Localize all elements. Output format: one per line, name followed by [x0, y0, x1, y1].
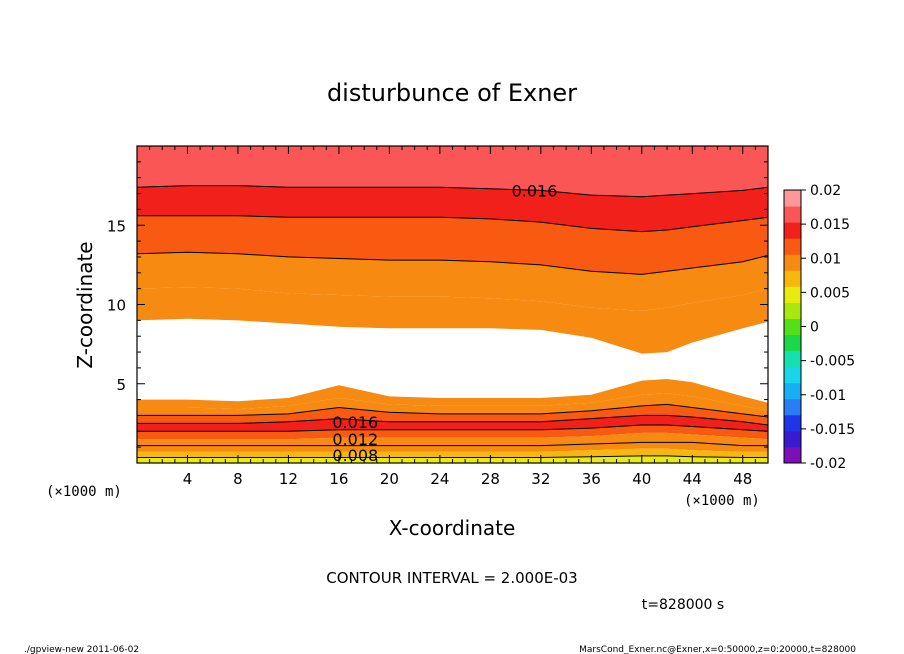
- colorbar-swatch-5: [784, 366, 801, 384]
- colorbar-tick-label-1: 0.015: [810, 217, 850, 233]
- contour-label-0: 0.016: [512, 181, 558, 200]
- contour-label-3: 0.008: [332, 446, 378, 465]
- upper-band-0: [137, 146, 768, 197]
- contour-line-6: [137, 441, 768, 447]
- contour-label-2: 0.012: [332, 430, 378, 449]
- colorbar-swatch-2: [784, 414, 801, 432]
- upper-band-3: [137, 252, 768, 311]
- lower-band-2: [137, 404, 768, 425]
- colorbar-swatch-9: [784, 302, 801, 319]
- x-tick-label-8: 8: [233, 470, 243, 488]
- footer-left: ./gpview-new 2011-06-02: [24, 645, 139, 654]
- colorbar-tick-label-7: -0.015: [810, 422, 855, 438]
- colorbar-swatch-12: [784, 254, 801, 271]
- chart-title: disturbunce of Exner: [327, 79, 577, 107]
- y-axis-label: Z-coordinate: [73, 241, 97, 368]
- colorbar-swatch-14: [784, 222, 801, 239]
- footer-right: MarsCond_Exner.nc@Exner,x=0:50000,z=0:20…: [579, 645, 856, 654]
- x-tick-label-4: 4: [183, 470, 193, 488]
- x-tick-label-24: 24: [430, 470, 449, 488]
- x-tick-label-36: 36: [582, 470, 601, 488]
- upper-band-2: [137, 215, 768, 275]
- colorbar-swatch-15: [784, 206, 801, 223]
- colorbar-swatch-6: [784, 350, 801, 368]
- x-tick-label-44: 44: [683, 470, 702, 488]
- x-unit-left: (×1000 m): [46, 484, 122, 500]
- x-tick-label-12: 12: [279, 470, 298, 488]
- colorbar-tick-label-3: 0.005: [810, 285, 850, 301]
- x-tick-label-40: 40: [632, 470, 651, 488]
- lower-band-5: [137, 432, 768, 446]
- colorbar-swatch-4: [784, 382, 801, 400]
- lower-band-6: [137, 442, 768, 452]
- x-tick-label-28: 28: [481, 470, 500, 488]
- lower-band-3: [137, 415, 768, 432]
- colorbar-swatch-8: [784, 318, 801, 336]
- contour-line-5: [137, 424, 768, 432]
- x-unit-right: (×1000 m): [684, 493, 760, 509]
- contour-interval-label: CONTOUR INTERVAL = 2.000E-03: [326, 569, 577, 587]
- colorbar-swatch-10: [784, 286, 801, 303]
- colorbar-tick-label-5: -0.005: [810, 354, 855, 370]
- contour-line-4: [137, 414, 768, 426]
- colorbar-swatch-16: [784, 190, 801, 207]
- y-tick-label-15: 15: [107, 217, 126, 235]
- colorbar-tick-label-4: 0: [810, 320, 819, 336]
- x-tick-label-48: 48: [733, 470, 752, 488]
- y-tick-label-5: 5: [116, 376, 126, 394]
- x-tick-label-20: 20: [380, 470, 399, 488]
- lower-band-7: [137, 448, 768, 458]
- lower-band-1: [137, 393, 768, 417]
- contour-line-1: [137, 215, 768, 233]
- upper-band-4: [137, 287, 768, 354]
- colorbar-swatch-1: [784, 430, 801, 448]
- colorbar-swatch-3: [784, 398, 801, 416]
- colorbar-swatch-11: [784, 270, 801, 287]
- colorbar-tick-label-2: 0.01: [810, 251, 841, 267]
- contour-label-1: 0.016: [332, 413, 378, 432]
- contour-line-0: [137, 185, 768, 198]
- x-axis-label: X-coordinate: [389, 516, 516, 540]
- colorbar-tick-label-0: 0.02: [810, 183, 841, 199]
- colorbar-swatch-0: [784, 446, 801, 464]
- time-label: t=828000 s: [642, 597, 724, 613]
- upper-band-1: [137, 185, 768, 232]
- colorbar-swatch-13: [784, 238, 801, 255]
- lower-band-4: [137, 425, 768, 440]
- colorbar-tick-label-6: -0.01: [810, 388, 846, 404]
- x-tick-label-16: 16: [329, 470, 348, 488]
- colorbar-swatch-7: [784, 334, 801, 352]
- contour-line-3: [137, 403, 768, 418]
- x-tick-label-32: 32: [531, 470, 550, 488]
- y-tick-label-10: 10: [107, 297, 126, 315]
- colorbar-tick-label-8: -0.02: [810, 456, 846, 472]
- colorbar: 0.02 0.015 0.01 0.005 0 -0.005 -0.01 -0.015 -0.0…: [783, 183, 855, 472]
- lower-band-0: [137, 379, 768, 411]
- contour-line-2: [137, 251, 768, 275]
